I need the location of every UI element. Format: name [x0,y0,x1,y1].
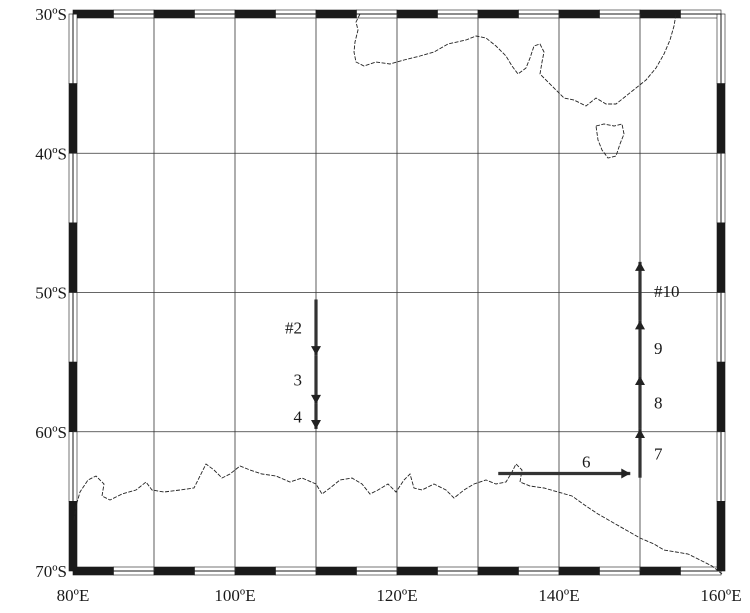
track-arrowhead [311,394,321,404]
axis-labels: 30ºS 40ºS 50ºS 60ºS 70ºS 80ºE 100ºE 120ºE 140ºE 1… [35,5,741,605]
longitude-label: 160ºE [700,586,741,605]
map-frame [68,9,726,576]
track-arrowhead [635,320,645,330]
latitude-label: 60ºS [35,423,67,442]
track-label: #2 [285,318,302,337]
antarctica-coastline [73,463,723,575]
track-label: 6 [582,453,591,472]
track-segment: 3 [294,355,321,404]
longitude-label: 100ºE [214,586,255,605]
track-arrowhead [635,261,645,271]
track-segment: #10 [635,261,680,321]
latitude-label: 30ºS [35,5,67,24]
track-label: 8 [654,394,663,413]
latitude-label: 40ºS [35,144,67,163]
tasmania-coastline [595,123,625,159]
ship-tracks: #2 3 4 6 7 8 9 #10 [285,261,680,479]
latitude-label: 50ºS [35,284,67,303]
track-arrowhead [621,468,631,479]
track-segment: 6 [498,453,631,479]
track-segment: 7 [635,428,663,478]
track-label: 4 [294,407,303,426]
track-arrowhead [311,419,321,429]
track-arrowhead [311,346,321,356]
track-segment: 8 [635,376,663,429]
graticule [73,14,721,571]
track-label: 9 [654,339,663,358]
australia-coastline [353,13,677,107]
latitude-label: 70ºS [35,562,67,581]
track-label: 7 [654,444,663,463]
track-segment: 9 [635,320,663,377]
track-arrowhead [635,428,645,438]
longitude-label: 120ºE [376,586,417,605]
track-segment: #2 [285,299,321,356]
track-label: #10 [654,282,680,301]
longitude-label: 80ºE [57,586,90,605]
track-segment: 4 [294,403,321,429]
track-label: 3 [294,371,303,390]
track-arrowhead [635,376,645,386]
longitude-label: 140ºE [538,586,579,605]
